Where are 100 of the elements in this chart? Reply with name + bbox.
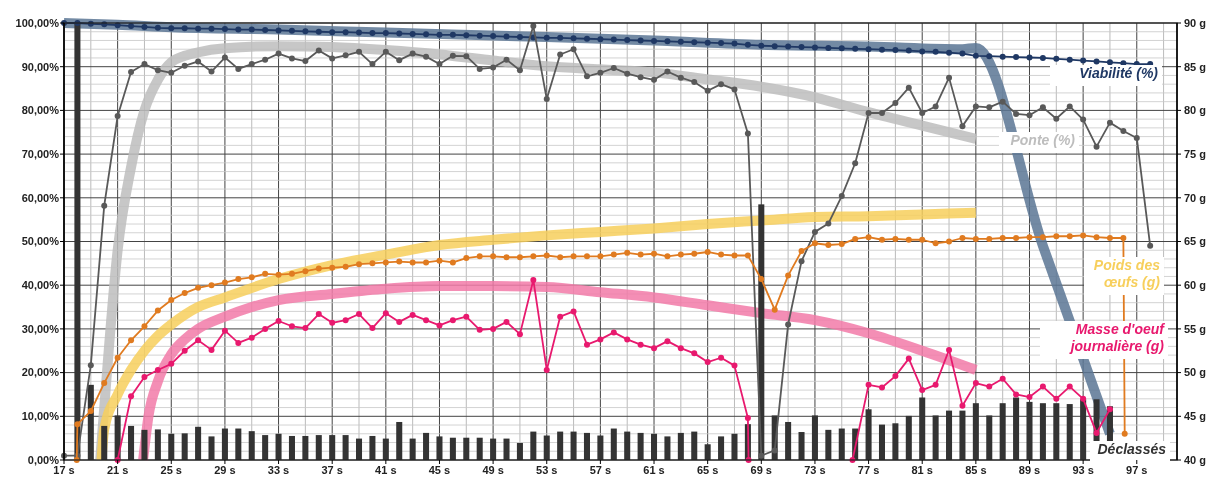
bar	[543, 435, 550, 460]
bar	[932, 415, 939, 460]
bar	[651, 433, 658, 460]
bar	[972, 403, 979, 460]
x-tick-label: 33 s	[267, 464, 290, 476]
bar	[704, 444, 711, 460]
x-tick-label: 17 s	[53, 464, 75, 476]
bar	[986, 415, 993, 460]
bar	[570, 431, 577, 460]
bar	[396, 421, 403, 460]
y2-tick-label: 70 g	[1184, 191, 1207, 204]
y-tick-label: 70,00%	[21, 147, 60, 160]
bar	[664, 436, 671, 460]
bar	[449, 437, 456, 460]
bar	[329, 435, 336, 460]
y2-tick-label: 60 g	[1184, 279, 1207, 292]
bar	[557, 431, 564, 460]
bar	[731, 433, 738, 460]
bar	[436, 436, 443, 460]
bar	[342, 435, 349, 460]
bar	[919, 397, 926, 460]
bar	[128, 425, 135, 460]
bar	[637, 432, 644, 460]
x-tick-label: 49 s	[482, 464, 504, 476]
bar	[141, 429, 148, 460]
x-tick-label: 53 s	[536, 464, 558, 476]
y2-tick-label: 40 g	[1184, 453, 1207, 466]
bar	[999, 403, 1006, 460]
x-tick-label: 57 s	[589, 464, 612, 476]
bar	[154, 429, 161, 460]
bar	[221, 428, 228, 460]
bar	[677, 432, 684, 460]
y-tick-label: 30,00%	[21, 322, 60, 335]
bar	[181, 433, 188, 460]
y-tick-label: 100,00%	[15, 16, 60, 29]
bar	[691, 431, 698, 460]
bar	[798, 432, 805, 460]
text: Ponte (%)	[1010, 132, 1076, 148]
bar	[624, 431, 631, 460]
x-tick-label: 97 s	[1126, 464, 1148, 476]
y-tick-label: 0,00%	[27, 453, 60, 466]
bar	[1066, 404, 1073, 460]
bar	[490, 438, 497, 460]
bar	[101, 425, 108, 460]
x-tick-label: 93 s	[1072, 464, 1094, 476]
x-tick-label: 29 s	[214, 464, 236, 476]
bar	[946, 410, 953, 460]
bar	[838, 428, 845, 460]
y2-tick-label: 45 g	[1184, 410, 1207, 423]
bar	[262, 435, 269, 460]
bar	[905, 415, 912, 460]
bar	[275, 433, 282, 460]
bar	[1039, 403, 1046, 460]
x-tick-label: 85 s	[965, 464, 987, 476]
x-tick-label: 77 s	[857, 464, 880, 476]
bar	[235, 428, 242, 460]
y2-tick-label: 80 g	[1184, 104, 1207, 117]
bar	[369, 435, 376, 460]
bar	[878, 424, 886, 460]
bar	[583, 432, 590, 460]
bar	[168, 433, 175, 460]
bar	[423, 432, 430, 460]
bar	[476, 437, 483, 460]
bar	[597, 435, 604, 460]
bar	[865, 409, 872, 460]
bar	[302, 435, 309, 460]
bar	[208, 436, 215, 460]
y2-tick-label: 55 g	[1184, 322, 1207, 335]
bar	[382, 438, 389, 460]
bar	[718, 436, 725, 460]
x-tick-label: 45 s	[428, 464, 451, 476]
y-tick-label: 50,00%	[21, 235, 60, 248]
y-tick-label: 90,00%	[21, 60, 60, 73]
x-tick-label: 37 s	[321, 464, 343, 476]
text: Poids des œufs (g)	[1093, 257, 1161, 290]
x-tick-label: 41 s	[375, 464, 397, 476]
bar	[463, 437, 470, 460]
series-label: Déclassés	[1097, 441, 1167, 457]
x-tick-label: 69 s	[750, 464, 773, 476]
x-tick-label: 65 s	[696, 464, 719, 476]
bar	[610, 428, 617, 460]
bar	[288, 435, 295, 460]
bar	[785, 421, 792, 460]
bar	[530, 431, 537, 460]
y2-tick-label: 85 g	[1184, 60, 1207, 73]
bar	[516, 442, 523, 460]
x-tick-label: 21 s	[106, 464, 129, 476]
text: Masse d'oeuf journalière (g)	[1068, 321, 1166, 354]
bar	[892, 423, 899, 460]
x-tick-label: 73 s	[804, 464, 826, 476]
series-label: Viabilité (%)	[1079, 65, 1159, 81]
bar	[356, 438, 363, 460]
x-tick-label: 81 s	[911, 464, 933, 476]
x-tick-label: 89 s	[1018, 464, 1041, 476]
x-tick-label: 25 s	[160, 464, 182, 476]
y2-tick-label: 65 g	[1184, 235, 1207, 248]
x-tick-label: 61 s	[643, 464, 665, 476]
bar	[195, 426, 202, 460]
y2-tick-label: 50 g	[1184, 366, 1207, 379]
y-tick-label: 60,00%	[21, 191, 60, 204]
